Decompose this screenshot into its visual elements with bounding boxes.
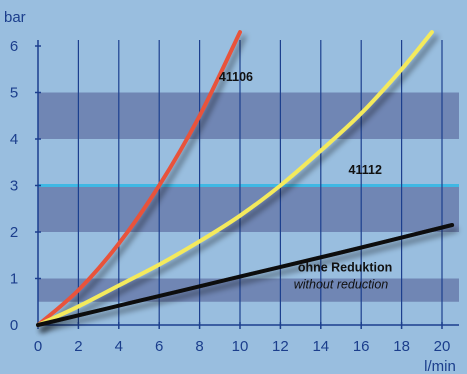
series-line-41112 xyxy=(36,30,434,327)
y-axis-label: bar xyxy=(4,9,26,26)
series-label: 41106 xyxy=(219,70,253,84)
label-layer: 41106 41112 ohne Reduktion without reductio… xyxy=(219,70,392,292)
x-tick-label: 12 xyxy=(272,338,289,355)
x-tick-label: 0 xyxy=(34,338,42,355)
x-tick-label: 18 xyxy=(393,338,410,355)
y-tick-label: 2 xyxy=(10,224,18,241)
series-label: 41112 xyxy=(349,163,382,177)
series-label: ohne Reduktion xyxy=(298,261,392,275)
x-tick-label: 2 xyxy=(74,338,82,355)
y-tick-label: 5 xyxy=(10,85,18,102)
series-label: without reduction xyxy=(294,278,389,292)
y-tick-label: 1 xyxy=(10,271,18,288)
series-line-41106 xyxy=(36,30,242,327)
x-tick-label: 14 xyxy=(312,338,329,355)
y-tick-label: 6 xyxy=(10,38,18,55)
band-0 xyxy=(38,278,459,302)
x-tick-label: 10 xyxy=(232,338,249,355)
x-axis-label: l/min xyxy=(424,358,456,374)
grid-layer xyxy=(77,40,443,325)
series-line-ohne-reduktion xyxy=(36,223,455,327)
y-tick-label: 0 xyxy=(10,317,18,334)
y-tick-label: 4 xyxy=(10,131,18,148)
series-layer xyxy=(36,30,455,327)
x-tick-label: 16 xyxy=(353,338,370,355)
y-tick-label: 3 xyxy=(10,178,18,195)
band-2 xyxy=(38,92,459,139)
x-tick-label: 20 xyxy=(434,338,451,355)
x-tick-label: 6 xyxy=(155,338,163,355)
x-tick-label: 4 xyxy=(115,338,123,355)
x-tick-label: 8 xyxy=(195,338,203,355)
